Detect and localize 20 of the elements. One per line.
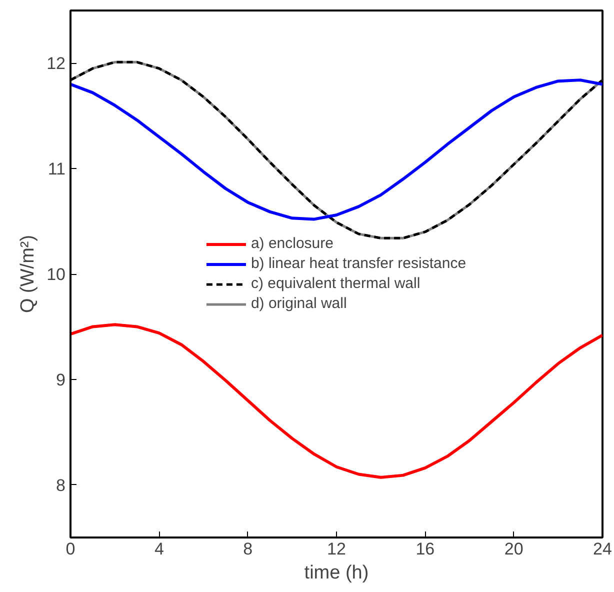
y-tick-label: 9 xyxy=(56,370,66,390)
x-tick-label: 20 xyxy=(504,540,524,558)
y-tick-label: 10 xyxy=(46,265,66,284)
x-tick-label: 12 xyxy=(327,540,346,558)
y-tick-label: 11 xyxy=(48,160,66,179)
line-series xyxy=(70,323,602,479)
legend-label: c) equivalent thermal wall xyxy=(250,275,420,292)
y-axis-title: Q (W/m²) xyxy=(18,234,39,314)
y-tick-label: 12 xyxy=(46,54,66,74)
x-axis-title: time (h) xyxy=(304,562,369,584)
x-tick-label: 0 xyxy=(66,540,76,558)
x-tick-label: 8 xyxy=(243,540,253,558)
legend-label: d) original wall xyxy=(250,295,347,312)
x-tick-label: 16 xyxy=(416,540,435,558)
line-series xyxy=(70,78,602,221)
x-tick-label: 4 xyxy=(154,540,164,558)
y-tick-label: 8 xyxy=(56,476,66,495)
x-tick-label: 24 xyxy=(593,540,612,558)
legend-label: a) enclosure xyxy=(250,235,334,252)
legend-label: b) linear heat transfer resistance xyxy=(250,255,466,272)
